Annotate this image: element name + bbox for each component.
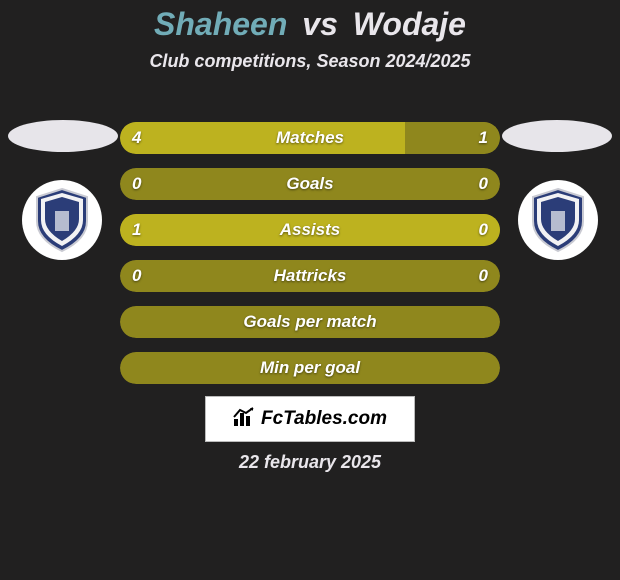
chart-icon [233, 407, 255, 432]
club-shield-left [33, 187, 91, 253]
stat-bars: 41Matches 00Goals 10Assists 00Hattricks Goal… [120, 122, 500, 398]
stat-label: Hattricks [120, 260, 500, 292]
infographic-container: Shaheen vs Wodaje Club competitions, Sea… [0, 0, 620, 580]
stat-label: Goals [120, 168, 500, 200]
player-flag-left [8, 120, 118, 152]
stat-label: Matches [120, 122, 500, 154]
club-badge-right [518, 180, 598, 260]
title-left: Shaheen [154, 6, 287, 42]
stat-label: Min per goal [120, 352, 500, 384]
page-title: Shaheen vs Wodaje [0, 0, 620, 43]
brand-box: FcTables.com [205, 396, 415, 442]
player-flag-right [502, 120, 612, 152]
subtitle: Club competitions, Season 2024/2025 [0, 51, 620, 72]
club-badge-left [22, 180, 102, 260]
stat-row-min-per-goal: Min per goal [120, 352, 500, 384]
stat-row-assists: 10Assists [120, 214, 500, 246]
stat-row-hattricks: 00Hattricks [120, 260, 500, 292]
title-vs: vs [302, 6, 338, 42]
stat-row-goals: 00Goals [120, 168, 500, 200]
stat-label: Assists [120, 214, 500, 246]
date-text: 22 february 2025 [0, 452, 620, 473]
club-shield-right [529, 187, 587, 253]
title-right: Wodaje [353, 6, 466, 42]
stat-label: Goals per match [120, 306, 500, 338]
stat-row-goals-per-match: Goals per match [120, 306, 500, 338]
stat-row-matches: 41Matches [120, 122, 500, 154]
brand-text: FcTables.com [261, 408, 387, 430]
